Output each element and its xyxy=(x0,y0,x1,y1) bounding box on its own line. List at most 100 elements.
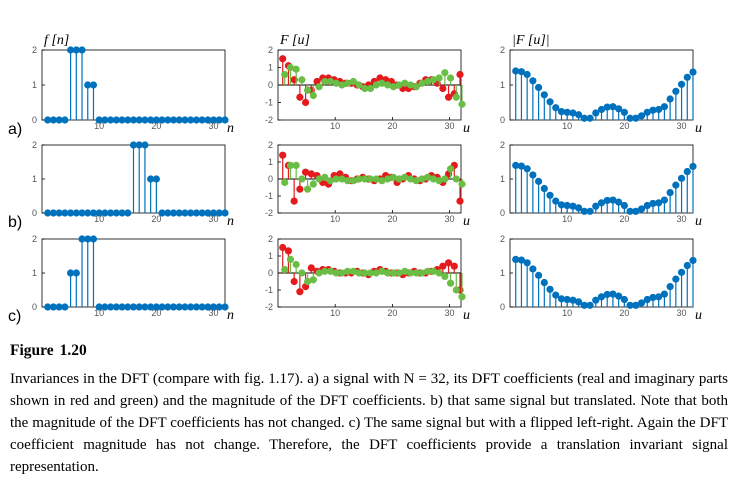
panel-c-signal-point xyxy=(84,235,92,243)
panel-a-magnitude-point xyxy=(689,68,697,76)
panel-a-magnitude-point xyxy=(620,108,628,116)
panel-b-magnitude-point xyxy=(660,196,669,204)
panel-b-magnitude-point xyxy=(626,207,634,215)
panel-c-signal-point xyxy=(66,269,75,277)
panel-a-dft-ytick-label: -1 xyxy=(265,98,273,108)
panel-b-magnitude-point xyxy=(597,199,606,207)
panel-a-dft-imag-part-point xyxy=(361,84,369,93)
panel-a-signal-point xyxy=(118,116,126,124)
panel-b-signal-point xyxy=(192,209,201,217)
panel-b-dft-imag-part-point xyxy=(355,175,363,183)
panel-b-magnitude-point xyxy=(649,199,657,208)
panel-c-signal-point xyxy=(175,303,183,311)
panel-c-dft-ytick-label: 0 xyxy=(268,268,273,278)
panel-b-dft-imag-part-point xyxy=(418,175,426,183)
panel-b-signal-point xyxy=(164,209,172,217)
panel-b-signal-point xyxy=(95,209,103,217)
panel-c-signal-xtick-label: 10 xyxy=(94,308,104,318)
panel-c-dft-real-part-point xyxy=(296,288,304,296)
panel-a-dft-real-part-point xyxy=(439,84,447,93)
panel-a-dft-imag-part-point xyxy=(321,77,329,86)
panel-c-dft-imag-part-point xyxy=(378,267,386,275)
panel-b-signal-point xyxy=(124,209,132,217)
panel-a-magnitude-point xyxy=(592,109,600,117)
panel-a-dft-imag-part-point xyxy=(424,77,432,86)
panel-b-dft-ytick-label: 0 xyxy=(268,174,273,184)
panel-c-magnitude-point xyxy=(637,299,646,307)
panel-a-magnitude-point xyxy=(626,114,634,122)
panel-a-dft-imag-part-point xyxy=(349,77,357,86)
panel-a-magnitude-point xyxy=(546,98,554,106)
panel-c-magnitude-point xyxy=(672,275,680,283)
panel-b-signal-point xyxy=(101,209,109,217)
panel-a-magnitude-point xyxy=(655,105,663,114)
panel-b-magnitude-point xyxy=(683,167,691,176)
panel-c-signal-point xyxy=(72,269,80,277)
panel-c-magnitude-point xyxy=(575,298,583,306)
panel-c-magnitude-point xyxy=(603,290,611,299)
panel-a-signal-point xyxy=(124,116,132,124)
panel-c-dft-xtick-label: 20 xyxy=(387,308,397,318)
panel-b-dft-real-part-point xyxy=(456,197,464,205)
panel-b-dft-imag-part-point xyxy=(389,173,397,181)
panel-a-signal-xtick-label: 30 xyxy=(209,121,219,131)
panel-a-signal-point xyxy=(198,116,206,124)
panel-c-dft-real-part-point xyxy=(444,259,453,267)
caption-text: Invariances in the DFT (compare with fig… xyxy=(10,371,728,475)
panel-b-magnitude-point xyxy=(620,201,628,210)
panel-c-dft-imag-part-point xyxy=(286,255,295,263)
panel-a-dft-ytick-label: -2 xyxy=(265,115,273,125)
panel-c-dft-xtick-label: 30 xyxy=(445,308,455,318)
panel-c-magnitude-point xyxy=(660,290,669,298)
panel-a-dft-title: F [u] xyxy=(279,33,310,48)
panel-b-signal-point xyxy=(181,209,189,217)
panel-b-dft-imag-part-point xyxy=(321,173,329,181)
panel-a-dft-imag-part-point xyxy=(406,81,415,89)
panel-c-magnitude-point xyxy=(569,296,577,304)
panel-c-dft-imag-part-point xyxy=(418,269,426,277)
panel-a-dft-imag-part-point xyxy=(309,91,317,100)
panel-a-dft-real-part-point xyxy=(279,55,287,63)
panel-c-signal-point xyxy=(181,303,189,311)
panel-b-dft-imag-part-point xyxy=(361,175,369,183)
panel-a-dft-imag-part-point xyxy=(326,77,335,86)
panel-a-dft-ytick-label: 0 xyxy=(268,80,273,90)
panel-a-signal-point xyxy=(101,116,109,124)
panel-b-dft-imag-part-point xyxy=(458,180,466,188)
panel-a-dft-imag-part-point xyxy=(355,81,363,89)
panel-c-magnitude-point xyxy=(632,301,640,309)
panel-c-dft-imag-part-point xyxy=(389,269,397,277)
panel-c-signal-point xyxy=(204,303,212,311)
panel-b-dft-imag-part-point xyxy=(412,177,420,185)
panel-b-magnitude-xtick-label: 30 xyxy=(677,214,687,224)
panel-b-signal-xtick-label: 30 xyxy=(209,214,219,224)
panel-c-dft-imag-part-point xyxy=(458,293,466,301)
panel-a-dft-imag-part-point xyxy=(441,69,449,77)
panel-b-magnitude-point xyxy=(603,196,611,205)
panel-c-magnitude-point xyxy=(546,285,554,293)
panel-c-dft-imag-part-point xyxy=(315,269,323,277)
panel-c-signal-ytick-label: 2 xyxy=(32,234,37,244)
panel-a-magnitude-title: |F [u]| xyxy=(512,33,550,48)
panel-a-dft-imag-part-point xyxy=(298,76,306,84)
panel-c-signal-point xyxy=(164,303,172,311)
panel-b-signal-point xyxy=(49,209,58,217)
panel-b-dft-imag-part-point xyxy=(286,161,295,169)
panel-c-signal-point xyxy=(221,303,229,311)
panel-b-magnitude-point xyxy=(557,201,566,209)
panel-c-signal-point xyxy=(215,303,223,311)
panel-a-dft-imag-part-point xyxy=(401,79,409,87)
panel-c-magnitude-ytick-label: 2 xyxy=(500,234,505,244)
panel-a-signal-point xyxy=(44,116,52,124)
panel-b-magnitude-point xyxy=(677,174,686,182)
panel-b-dft-imag-part-point xyxy=(441,175,449,183)
panel-b-magnitude-xtick-label: 20 xyxy=(619,214,629,224)
panel-a-magnitude-point xyxy=(563,108,571,116)
panel-c-dft-imag-part-point xyxy=(441,272,449,280)
panel-b-signal-point xyxy=(61,209,69,217)
panel-c-signal-point xyxy=(95,303,103,311)
panel-a-dft-xtick-label: 20 xyxy=(387,121,397,131)
panel-a-signal-point xyxy=(72,46,80,54)
panel-b-magnitude-point xyxy=(512,161,520,169)
panel-c-dft-real-part-point xyxy=(279,243,287,252)
